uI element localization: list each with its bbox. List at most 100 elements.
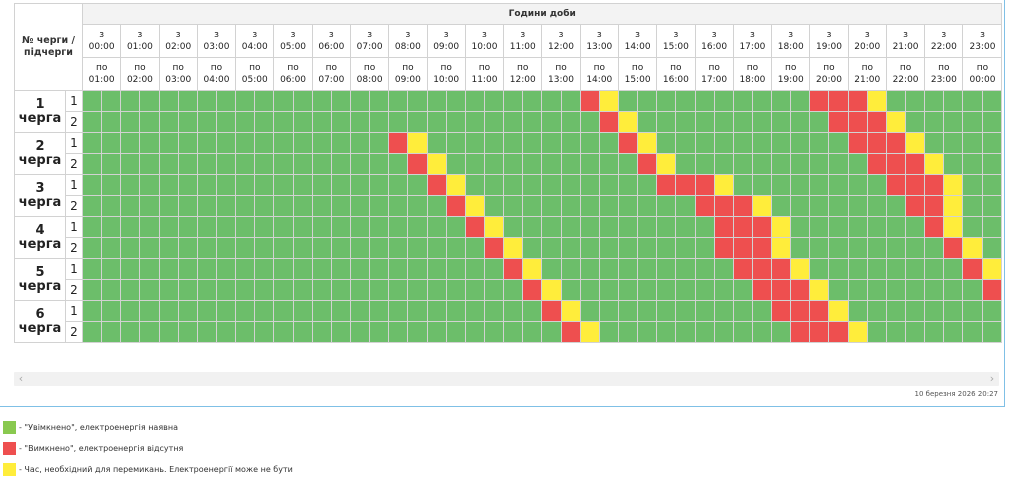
schedule-cell-on bbox=[330, 216, 351, 238]
schedule-cell-on bbox=[675, 321, 696, 343]
schedule-cell-on bbox=[981, 321, 1003, 343]
schedule-cell-on bbox=[292, 153, 313, 175]
schedule-cell-on bbox=[349, 132, 371, 154]
schedule-cell-on bbox=[751, 90, 773, 112]
horizontal-scrollbar[interactable]: ‹ › bbox=[14, 372, 999, 386]
schedule-cell-on bbox=[866, 300, 887, 322]
schedule-cell-on bbox=[139, 258, 160, 280]
schedule-cell-on bbox=[235, 90, 256, 112]
hour-from-label: з 06:00 bbox=[311, 24, 351, 58]
schedule-cell-on bbox=[694, 90, 715, 112]
schedule-cell-on bbox=[656, 111, 677, 133]
schedule-cell-on bbox=[866, 258, 887, 280]
schedule-cell-on bbox=[330, 195, 351, 217]
table-row: 2 bbox=[15, 195, 1003, 217]
schedule-cell-on bbox=[751, 111, 773, 133]
hour-from-label: з 05:00 bbox=[273, 24, 313, 58]
schedule-cell-on bbox=[196, 321, 217, 343]
schedule-cell-on bbox=[962, 174, 983, 196]
hour-to-label: по 16:00 bbox=[656, 57, 696, 91]
schedule-cell-on bbox=[101, 90, 122, 112]
schedule-cell-on bbox=[866, 279, 887, 301]
schedule-cell-on bbox=[369, 216, 390, 238]
schedule-cell-on bbox=[656, 258, 677, 280]
schedule-cell-maybe bbox=[943, 216, 964, 238]
schedule-cell-on bbox=[311, 258, 332, 280]
schedule-cell-on bbox=[369, 279, 390, 301]
schedule-cell-on bbox=[751, 132, 773, 154]
schedule-cell-on bbox=[330, 111, 351, 133]
schedule-cell-on bbox=[751, 153, 773, 175]
hour-to-label: по 22:00 bbox=[885, 57, 926, 91]
schedule-cell-off bbox=[713, 237, 734, 259]
schedule-cell-on bbox=[464, 153, 485, 175]
schedule-cell-off bbox=[732, 237, 753, 259]
schedule-cell-on bbox=[388, 279, 409, 301]
legend-text-off: - "Вимкнено", електроенергія відсутня bbox=[19, 443, 184, 453]
schedule-cell-on bbox=[617, 279, 639, 301]
schedule-cell-on bbox=[809, 111, 830, 133]
chevron-left-icon[interactable]: ‹ bbox=[18, 372, 24, 385]
table-row: 2 bbox=[15, 321, 1003, 343]
chevron-right-icon[interactable]: › bbox=[989, 372, 995, 385]
schedule-cell-on bbox=[962, 279, 983, 301]
schedule-cell-on bbox=[828, 237, 849, 259]
schedule-cell-on bbox=[483, 321, 505, 343]
schedule-cell-on bbox=[349, 195, 371, 217]
schedule-cell-on bbox=[637, 111, 658, 133]
schedule-cell-on bbox=[235, 111, 256, 133]
schedule-cell-on bbox=[369, 174, 390, 196]
schedule-cell-on bbox=[292, 111, 313, 133]
schedule-cell-on bbox=[177, 237, 198, 259]
schedule-cell-on bbox=[617, 90, 639, 112]
schedule-cell-on bbox=[503, 174, 524, 196]
schedule-cell-on bbox=[579, 279, 600, 301]
schedule-cell-on bbox=[809, 132, 830, 154]
schedule-cell-on bbox=[732, 279, 753, 301]
schedule-cell-off bbox=[675, 174, 696, 196]
schedule-cell-on bbox=[885, 216, 907, 238]
schedule-cell-on bbox=[330, 153, 351, 175]
schedule-cell-on bbox=[101, 153, 122, 175]
schedule-cell-on bbox=[560, 279, 581, 301]
schedule-cell-on bbox=[790, 216, 811, 238]
schedule-cell-on bbox=[101, 132, 122, 154]
schedule-cell-on bbox=[369, 195, 390, 217]
schedule-cell-on bbox=[522, 321, 543, 343]
schedule-cell-on bbox=[81, 216, 103, 238]
schedule-cell-on bbox=[541, 90, 562, 112]
table-row: 3 черга 1 bbox=[14, 174, 1003, 217]
schedule-cell-off bbox=[694, 195, 715, 217]
schedule-cell-on bbox=[139, 90, 160, 112]
schedule-cell-on bbox=[349, 90, 371, 112]
schedule-cell-on bbox=[713, 90, 734, 112]
schedule-cell-on bbox=[637, 279, 658, 301]
schedule-cell-maybe bbox=[866, 90, 887, 112]
schedule-cell-on bbox=[388, 216, 409, 238]
schedule-cell-on bbox=[196, 90, 217, 112]
schedule-cell-on bbox=[235, 153, 256, 175]
schedule-cell-on bbox=[292, 195, 313, 217]
schedule-cell-on bbox=[139, 279, 160, 301]
schedule-cell-on bbox=[445, 258, 466, 280]
schedule-cell-on bbox=[885, 300, 907, 322]
schedule-cell-on bbox=[196, 153, 217, 175]
schedule-cell-on bbox=[522, 153, 543, 175]
schedule-cell-on bbox=[158, 153, 179, 175]
schedule-cell-on bbox=[215, 132, 237, 154]
schedule-cell-on bbox=[751, 321, 773, 343]
schedule-cell-on bbox=[885, 258, 907, 280]
schedule-cell-on bbox=[503, 300, 524, 322]
hour-to-label: по 03:00 bbox=[158, 57, 198, 91]
schedule-cell-on bbox=[598, 258, 619, 280]
schedule-cell-on bbox=[139, 195, 160, 217]
schedule-cell-on bbox=[503, 279, 524, 301]
schedule-cell-on bbox=[292, 132, 313, 154]
schedule-cell-on bbox=[349, 279, 371, 301]
schedule-cell-on bbox=[311, 111, 332, 133]
schedule-cell-on bbox=[885, 195, 907, 217]
schedule-cell-on bbox=[81, 321, 103, 343]
schedule-cell-on bbox=[694, 321, 715, 343]
schedule-cell-off bbox=[732, 195, 753, 217]
schedule-cell-on bbox=[598, 195, 619, 217]
